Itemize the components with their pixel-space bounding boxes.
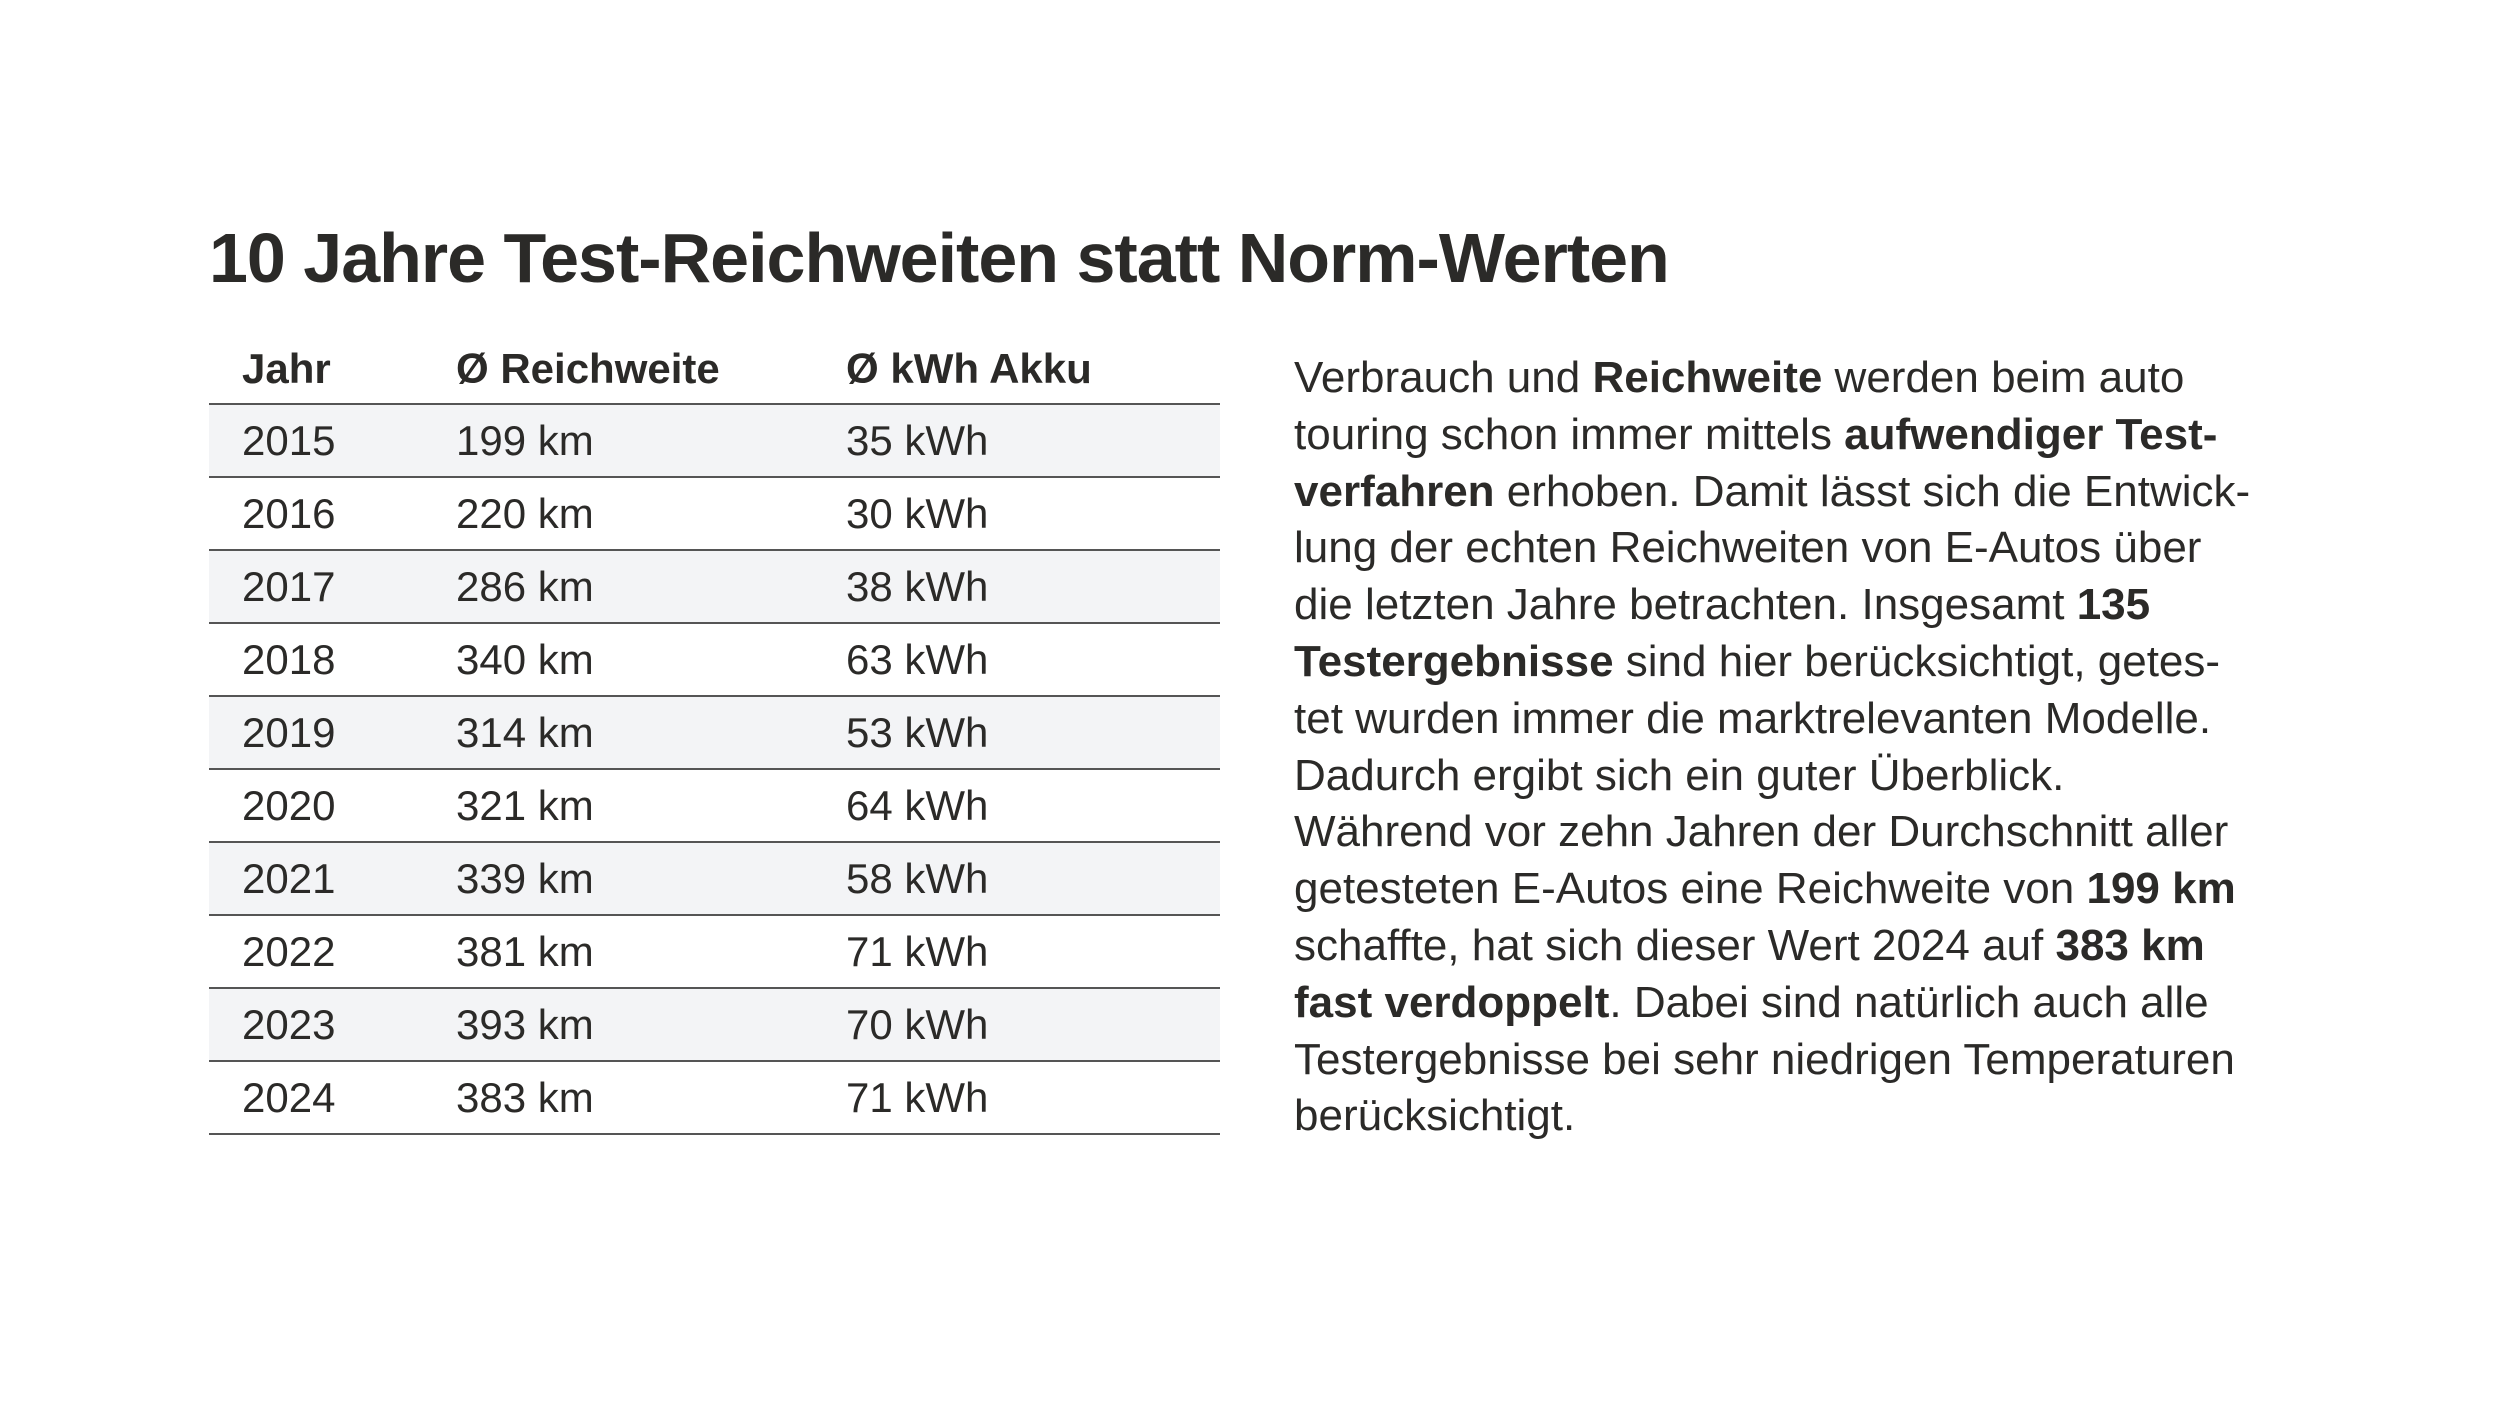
table-cell: 321 km [456,769,846,843]
text-line: Testergebnisse sind hier berücksichtigt,… [1294,634,2250,691]
table-cell: 2023 [209,988,456,1062]
text-run: sind hier berücksichtigt, getes- [1613,636,2221,686]
table-row: 2018 340 km 63 kWh [209,623,1220,697]
table-cell: 64 kWh [846,769,1220,843]
table-row: 2021 339 km 58 kWh [209,842,1220,916]
text-line: Während vor zehn Jahren der Durchschnitt… [1294,804,2250,861]
text-run: Verbrauch und [1294,353,1593,402]
table-cell: 2015 [209,404,456,478]
table-row: 2020 321 km 64 kWh [209,769,1220,843]
table-cell: 2024 [209,1061,456,1135]
text-run: Während vor zehn Jahren der Durchschnitt… [1294,807,2229,857]
table-cell: 383 km [456,1061,846,1135]
text-run: die letzten Jahre betrachten. Insgesamt [1294,580,2077,630]
table-cell: 38 kWh [846,550,1220,624]
table-row: 2024 383 km 71 kWh [209,1061,1220,1135]
text-line: lung der echten Reichweiten von E-Autos … [1294,520,2250,577]
table-cell: 63 kWh [846,623,1220,697]
table-cell: 339 km [456,842,846,916]
text-run: getesteten E-Autos eine Reichweite von [1294,864,2087,914]
bold-text: Testergebnisse [1294,636,1614,686]
text-line: getesteten E-Autos eine Reichweite von 1… [1294,861,2250,918]
text-line: tet wurden immer die marktrelevanten Mod… [1294,691,2250,748]
table-cell: 53 kWh [846,696,1220,770]
table-row: 2019 314 km 53 kWh [209,696,1220,770]
table-cell: 2020 [209,769,456,843]
header-row: Jahr Ø Reichweite Ø kWh Akku [209,335,1220,405]
table-row: 2023 393 km 70 kWh [209,988,1220,1062]
header-cell: Ø Reichweite [456,335,846,405]
text-line: die letzten Jahre betrachten. Insgesamt … [1294,577,2250,634]
text-line: schaffte, hat sich dieser Wert 2024 auf … [1294,918,2250,975]
title: 10 Jahre Test-Reichweiten statt Norm-Wer… [209,219,1670,297]
text-run: berücksichtigt. [1294,1091,1576,1141]
text-run: tet wurden immer die marktrelevanten Mod… [1294,693,2212,743]
table-cell: 286 km [456,550,846,624]
table-body: 2015 199 km 35 kWh 2016 220 km 30 kWh 2017 286 … [209,404,1220,1135]
text-line: verfahren erhoben. Damit lässt sich die … [1294,464,2250,521]
table-cell: 393 km [456,988,846,1062]
table-row: 2022 381 km 71 kWh [209,915,1220,989]
text-run: lung der echten Reichweiten von E-Autos … [1294,523,2202,573]
text-run: . Dabei sind natürlich auch alle [1609,977,2209,1027]
table-cell: 2016 [209,477,456,551]
table-cell: 71 kWh [846,915,1220,989]
text-run: werden beim auto [1822,353,2185,402]
text-run: schaffte, hat sich dieser Wert 2024 auf [1294,920,2056,970]
bold-text: Reichweite [1592,353,1823,402]
table-cell: 35 kWh [846,404,1220,478]
bold-text: aufwendiger Test- [1844,409,2218,459]
table-cell: 220 km [456,477,846,551]
table-cell: 30 kWh [846,477,1220,551]
text-line: Dadurch ergibt sich ein guter Überblick. [1294,748,2250,805]
table-row: 2017 286 km 38 kWh [209,550,1220,624]
table-cell: 199 km [456,404,846,478]
table-cell: 70 kWh [846,988,1220,1062]
text-line: berücksichtigt. [1294,1088,2250,1145]
table-cell: 2017 [209,550,456,624]
description: Verbrauch und Reichweite werden beim aut… [1294,350,2250,1145]
header-cell: Ø kWh Akku [846,335,1220,405]
text-line: fast verdoppelt. Dabei sind natürlich au… [1294,975,2250,1032]
text-line: Testergebnisse bei sehr niedrigen Temper… [1294,1032,2250,1089]
table-cell: 58 kWh [846,842,1220,916]
data-table: Jahr Ø Reichweite Ø kWh Akku 2015 199 km 35 … [209,335,1220,1135]
table-cell: 2021 [209,842,456,916]
text-run: Dadurch ergibt sich ein guter Überblick. [1294,750,2065,800]
table-cell: 381 km [456,915,846,989]
bold-text: verfahren [1294,466,1495,516]
text-line: touring schon immer mittels aufwendiger … [1294,407,2250,464]
bold-text: 199 km [2086,864,2236,914]
table-cell: 314 km [456,696,846,770]
bold-text: fast verdoppelt [1294,977,1610,1027]
table-row: 2016 220 km 30 kWh [209,477,1220,551]
bold-text: 383 km [2055,920,2205,970]
table-cell: 71 kWh [846,1061,1220,1135]
table-cell: 2019 [209,696,456,770]
header-cell: Jahr [209,335,456,405]
table-row: 2015 199 km 35 kWh [209,404,1220,478]
bold-text: 135 [2076,580,2151,630]
table-cell: 2022 [209,915,456,989]
text-run: erhoben. Damit lässt sich die Entwick- [1494,466,2251,516]
table-cell: 340 km [456,623,846,697]
text-line: Verbrauch und Reichweite werden beim aut… [1294,350,2250,407]
text-run: Testergebnisse bei sehr niedrigen Temper… [1294,1034,2235,1084]
table-cell: 2018 [209,623,456,697]
text-run: touring schon immer mittels [1294,409,1845,459]
